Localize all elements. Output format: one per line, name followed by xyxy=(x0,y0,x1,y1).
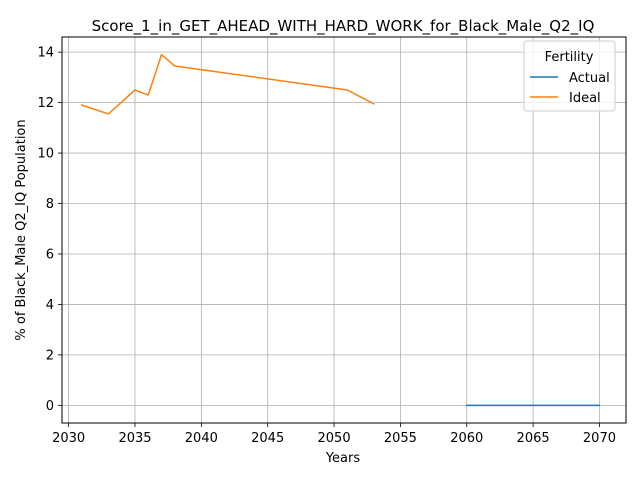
y-tick-label: 4 xyxy=(46,298,54,313)
x-tick-label: 2030 xyxy=(52,431,85,446)
legend: Fertility Actual Ideal xyxy=(523,40,616,112)
y-tick-label: 8 xyxy=(46,197,54,212)
grid xyxy=(62,37,626,423)
legend-label-ideal: Ideal xyxy=(569,91,601,106)
x-axis-label: Years xyxy=(325,451,361,466)
x-tick-label: 2055 xyxy=(384,431,417,446)
legend-label-actual: Actual xyxy=(569,71,610,86)
plot-lines xyxy=(80,53,601,407)
plot-frame xyxy=(61,36,627,424)
chart-title: Score_1_in_GET_AHEAD_WITH_HARD_WORK_for_… xyxy=(92,17,595,36)
x-tick-label: 2045 xyxy=(251,431,284,446)
x-tick-label: 2050 xyxy=(318,431,351,446)
legend-title: Fertility xyxy=(545,50,594,65)
x-tick-label: 2070 xyxy=(583,431,616,446)
y-tick-label: 14 xyxy=(37,46,54,61)
axis-ticks: 2030 2035 2040 2045 2050 2055 2060 2065 2070 0 2 4 6… xyxy=(37,46,616,446)
x-tick-label: 2040 xyxy=(185,431,218,446)
legend-items: Actual Ideal xyxy=(530,71,610,106)
x-tick-label: 2060 xyxy=(450,431,483,446)
y-tick-label: 12 xyxy=(37,96,54,111)
y-axis-label: % of Black_Male Q2_IQ Population xyxy=(14,119,29,340)
y-tick-label: 10 xyxy=(37,147,54,162)
y-tick-label: 2 xyxy=(46,348,54,363)
x-tick-label: 2065 xyxy=(517,431,550,446)
legend-box xyxy=(523,40,616,112)
y-tick-label: 0 xyxy=(46,399,54,414)
x-tick-label: 2035 xyxy=(118,431,151,446)
y-tick-label: 6 xyxy=(46,247,54,262)
series-line-ideal xyxy=(80,53,375,115)
